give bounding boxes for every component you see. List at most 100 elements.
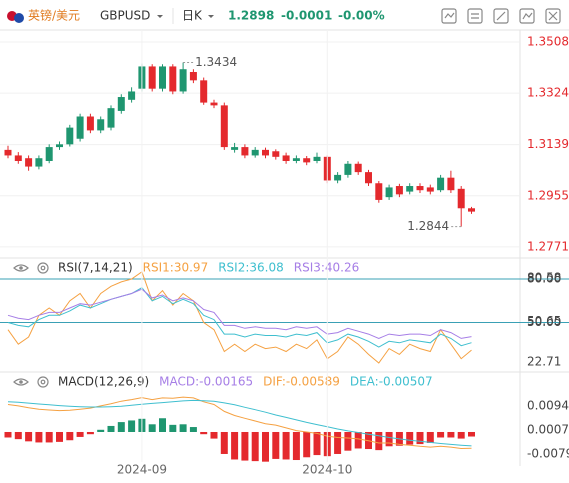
macd-bar [97, 429, 105, 432]
rsi-line [7, 271, 472, 364]
candle-body [375, 183, 383, 200]
macd-bar [117, 422, 125, 432]
pair-name[interactable]: 英镑/美元 [28, 8, 80, 23]
macd-line [7, 396, 472, 450]
legend-entry: MACD:-0.00165 [159, 375, 253, 389]
macd-bar [282, 431, 290, 460]
tool-icon[interactable] [545, 8, 561, 24]
candle-body [354, 163, 362, 173]
candle-body [4, 149, 12, 156]
candle-body [468, 208, 475, 212]
y-tick-label: 50.65 [527, 314, 561, 328]
candle-body [128, 91, 136, 100]
macd-bar [4, 431, 12, 438]
candle-body [200, 80, 208, 103]
legend-entry: DEA:-0.00507 [350, 375, 433, 389]
candle-body [35, 158, 43, 167]
macd-bar [231, 431, 239, 460]
macd-bar [14, 431, 22, 440]
toolbar [441, 8, 561, 24]
candle-body [76, 116, 84, 139]
tool-icon[interactable] [467, 8, 483, 24]
macd-bar [148, 424, 156, 432]
macd-bar [86, 431, 94, 435]
macd-bar [447, 431, 455, 438]
candle-body [169, 66, 177, 92]
indicator-title: MACD(12,26,9) [58, 375, 149, 389]
candle-body [272, 151, 280, 157]
legend-entry: DIF:-0.00589 [263, 375, 340, 389]
macd-bar [35, 431, 43, 443]
dropdown-icon[interactable] [157, 15, 163, 18]
candle-body [25, 158, 33, 167]
macd-bar [416, 431, 424, 445]
candle-body [241, 147, 249, 156]
macd-bar [56, 431, 63, 442]
symbol[interactable]: GBPUSD [100, 9, 150, 23]
candle-body [159, 66, 166, 89]
y-tick-label: 1.3508 [527, 34, 569, 48]
candle-body [303, 158, 311, 163]
period[interactable]: 日K [182, 9, 203, 23]
candle-body [14, 155, 22, 161]
candle-body [406, 186, 414, 192]
y-tick-label: 1.2771 [527, 239, 569, 253]
macd-bar [292, 431, 300, 461]
candle-body [251, 149, 259, 156]
macd-bar [45, 431, 53, 443]
macd-bar [159, 418, 166, 432]
change-pct: -0.00% [338, 9, 385, 23]
tool-icon[interactable] [493, 8, 509, 24]
dropdown-icon[interactable] [208, 15, 214, 18]
price: 1.2898 [228, 9, 274, 23]
rsi-line [7, 287, 472, 348]
macd-icons [13, 376, 49, 388]
legend-entry: RSI2:36.08 [218, 261, 284, 275]
candle-body [334, 174, 342, 181]
macd-bar [210, 431, 218, 439]
macd-bar [107, 425, 115, 432]
macd-bar [375, 431, 383, 451]
candle-body [395, 186, 403, 195]
legend-entry: RSI1:30.97 [143, 261, 209, 275]
macd-bar [385, 431, 393, 447]
eye-icon[interactable] [13, 264, 29, 272]
tool-icon[interactable] [441, 8, 457, 24]
candle-body [292, 158, 300, 161]
x-tick-label: 2024-09 [117, 463, 167, 477]
candle-body [189, 71, 197, 81]
candle-body [282, 155, 290, 161]
y-tick-label: 1.3324 [527, 86, 569, 100]
candle-body [45, 147, 53, 161]
y-tick-label: 0.00949 [527, 398, 569, 412]
x-tick-label: 2024-10 [302, 463, 352, 477]
low-label: 1.2844 [407, 219, 449, 233]
y-tick-label: 1.3139 [527, 137, 569, 151]
macd-bar [66, 431, 74, 441]
candle-body [426, 187, 434, 192]
y-tick-label: 0.00075 [527, 422, 569, 436]
macd-bar [437, 431, 445, 438]
settings-icon[interactable] [37, 376, 49, 388]
macd-bar [128, 420, 136, 432]
macd-bar [468, 431, 475, 437]
candle-body [148, 66, 156, 89]
candle-body [457, 188, 465, 209]
y-tick-label: 22.71 [527, 355, 561, 369]
settings-icon[interactable] [37, 262, 49, 274]
tool-icon[interactable] [519, 8, 535, 24]
macd-bar [406, 431, 414, 445]
candle-body [385, 187, 393, 198]
macd-bar [251, 431, 259, 462]
eye-icon[interactable] [13, 378, 29, 386]
candle-body [66, 127, 74, 145]
high-label: 1.3434 [195, 55, 237, 69]
indicator-title: RSI(7,14,21) [58, 261, 133, 275]
macd-bar [334, 431, 342, 454]
macd-bar [354, 431, 362, 449]
y-tick-label: 80.58 [527, 271, 561, 285]
candle-body [107, 108, 115, 128]
macd-bar [344, 431, 352, 451]
candle-body [56, 144, 63, 148]
macd-bar [169, 424, 177, 432]
